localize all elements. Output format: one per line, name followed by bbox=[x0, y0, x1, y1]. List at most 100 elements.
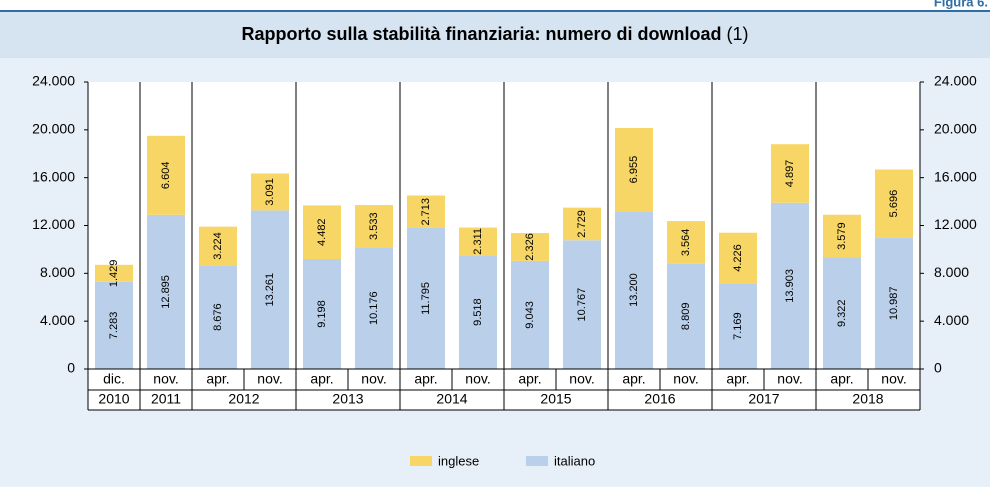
y2-tick-label: 8.000 bbox=[934, 264, 969, 280]
value-label: 5.696 bbox=[888, 190, 900, 218]
x-tick-label: nov. bbox=[777, 371, 802, 387]
value-label: 10.767 bbox=[576, 288, 588, 322]
value-label: 9.322 bbox=[836, 299, 848, 327]
bar-segment bbox=[511, 233, 549, 261]
value-label: 3.564 bbox=[680, 229, 692, 257]
value-label: 6.604 bbox=[160, 162, 172, 190]
value-label: 4.897 bbox=[784, 160, 796, 188]
value-label: 9.198 bbox=[316, 300, 328, 328]
x-tick-label: nov. bbox=[465, 371, 490, 387]
value-label: 1.429 bbox=[108, 260, 120, 288]
bar-segment bbox=[771, 144, 809, 203]
x-tick-label: apr. bbox=[726, 371, 749, 387]
value-label: 12.895 bbox=[160, 275, 172, 309]
value-label: 13.261 bbox=[264, 273, 276, 307]
legend-swatch bbox=[410, 456, 432, 466]
x-tick-label: nov. bbox=[361, 371, 386, 387]
y-tick-label: 12.000 bbox=[32, 216, 75, 232]
value-label: 13.200 bbox=[628, 273, 640, 307]
y2-tick-label: 16.000 bbox=[934, 168, 977, 184]
value-label: 11.795 bbox=[420, 282, 432, 315]
y2-tick-label: 12.000 bbox=[934, 216, 977, 232]
group-label: 2015 bbox=[540, 391, 571, 407]
value-label: 7.283 bbox=[108, 312, 120, 340]
y-tick-label: 8.000 bbox=[40, 264, 75, 280]
value-label: 7.169 bbox=[732, 312, 744, 340]
group-label: 2017 bbox=[748, 391, 779, 407]
bar-segment bbox=[147, 214, 185, 369]
bar-segment bbox=[147, 135, 185, 215]
x-tick-label: nov. bbox=[881, 371, 906, 387]
x-tick-label: nov. bbox=[153, 371, 178, 387]
value-label: 4.482 bbox=[316, 218, 328, 246]
group-label: 2010 bbox=[98, 391, 129, 407]
bar-segment bbox=[459, 255, 497, 369]
value-label: 8.809 bbox=[680, 303, 692, 331]
value-label: 3.224 bbox=[212, 232, 224, 260]
y2-tick-label: 24.000 bbox=[934, 73, 977, 89]
y-tick-label: 0 bbox=[67, 360, 75, 376]
bar-segment bbox=[615, 127, 653, 212]
bar-segment bbox=[719, 283, 757, 369]
title-band bbox=[0, 12, 990, 58]
value-label: 3.091 bbox=[264, 178, 276, 206]
bar-segment bbox=[511, 260, 549, 369]
x-tick-label: nov. bbox=[257, 371, 282, 387]
y2-tick-label: 0 bbox=[934, 360, 942, 376]
figure-label: Figura 6. bbox=[934, 0, 988, 9]
value-label: 2.326 bbox=[524, 233, 536, 261]
bar-segment bbox=[563, 207, 601, 241]
group-label: 2014 bbox=[436, 391, 467, 407]
bar-segment bbox=[667, 263, 705, 369]
chart-title: Rapporto sulla stabilità finanziaria: nu… bbox=[241, 24, 748, 44]
y-tick-label: 20.000 bbox=[32, 121, 75, 137]
value-label: 10.176 bbox=[368, 291, 380, 325]
bar-segment bbox=[303, 259, 341, 369]
bar-segment bbox=[407, 227, 445, 369]
value-label: 2.713 bbox=[420, 198, 432, 226]
group-label: 2018 bbox=[852, 391, 883, 407]
title-note: (1) bbox=[727, 24, 749, 44]
bar-segment bbox=[199, 226, 237, 266]
x-tick-label: apr. bbox=[622, 371, 645, 387]
x-tick-label: apr. bbox=[518, 371, 541, 387]
bar-segment bbox=[719, 232, 757, 284]
value-label: 2.311 bbox=[472, 228, 484, 255]
bar-segment bbox=[563, 240, 601, 369]
legend-swatch bbox=[526, 456, 548, 466]
bar-segment bbox=[615, 211, 653, 369]
value-label: 9.043 bbox=[524, 301, 536, 329]
value-label: 8.676 bbox=[212, 303, 224, 331]
value-label: 6.955 bbox=[628, 156, 640, 184]
group-label: 2013 bbox=[332, 391, 363, 407]
bar-segment bbox=[407, 195, 445, 228]
value-label: 9.518 bbox=[472, 298, 484, 326]
value-label: 4.226 bbox=[732, 244, 744, 272]
y2-tick-label: 20.000 bbox=[934, 121, 977, 137]
bar-segment bbox=[355, 205, 393, 248]
value-label: 10.987 bbox=[888, 286, 900, 320]
y-tick-label: 16.000 bbox=[32, 168, 75, 184]
value-label: 2.729 bbox=[576, 210, 588, 238]
y-tick-label: 4.000 bbox=[40, 312, 75, 328]
bar-segment bbox=[251, 210, 289, 369]
bar-segment bbox=[95, 281, 133, 369]
x-tick-label: dic. bbox=[103, 371, 125, 387]
top-rule bbox=[0, 10, 990, 12]
bar-segment bbox=[875, 169, 913, 238]
value-label: 13.903 bbox=[784, 269, 796, 303]
group-label: 2011 bbox=[151, 391, 181, 407]
x-tick-label: apr. bbox=[830, 371, 853, 387]
bar-segment bbox=[251, 173, 289, 211]
bar-segment bbox=[459, 227, 497, 256]
bar-segment bbox=[303, 205, 341, 260]
x-tick-label: nov. bbox=[569, 371, 594, 387]
y2-tick-label: 4.000 bbox=[934, 312, 969, 328]
value-label: 3.533 bbox=[368, 212, 380, 240]
group-label: 2016 bbox=[644, 391, 675, 407]
x-tick-label: apr. bbox=[310, 371, 333, 387]
value-label: 3.579 bbox=[836, 222, 848, 250]
group-label: 2012 bbox=[228, 391, 259, 407]
x-tick-label: nov. bbox=[673, 371, 698, 387]
